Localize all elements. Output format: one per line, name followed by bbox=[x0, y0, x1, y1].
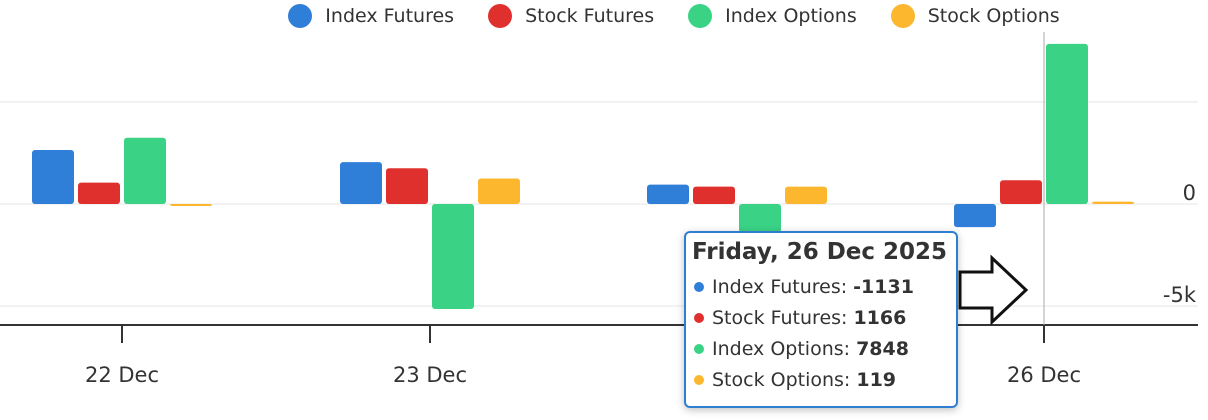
tooltip-value: 1166 bbox=[853, 306, 907, 329]
bar-index-futures[interactable] bbox=[340, 162, 382, 204]
legend-label: Stock Options bbox=[927, 5, 1060, 27]
legend-label: Index Futures bbox=[325, 5, 455, 27]
y-axis-ticks: 0 -5k bbox=[1163, 181, 1197, 307]
bar-index-futures[interactable] bbox=[647, 184, 689, 204]
chart-tooltip: Friday, 26 Dec 2025 Index Futures: -1131… bbox=[684, 231, 958, 408]
legend-dot bbox=[688, 4, 713, 28]
bar-stock-options[interactable] bbox=[478, 178, 520, 205]
bar-stock-futures[interactable] bbox=[386, 168, 428, 204]
x-tick-label: 22 Dec bbox=[85, 363, 159, 387]
legend-dot bbox=[488, 4, 513, 28]
legend-item-stock-options[interactable]: Stock Options bbox=[890, 4, 1060, 28]
y-tick-label: -5k bbox=[1163, 283, 1197, 307]
tooltip-value: 119 bbox=[856, 368, 897, 391]
tooltip-row: Index Futures: -1131 bbox=[692, 271, 956, 302]
tooltip-value: -1131 bbox=[853, 275, 914, 298]
series-dot bbox=[694, 374, 704, 385]
legend-dot bbox=[890, 4, 915, 28]
arrow-pointer-icon bbox=[958, 254, 1029, 326]
legend-label: Index Options bbox=[725, 5, 857, 27]
legend-item-index-futures[interactable]: Index Futures bbox=[288, 4, 454, 28]
bars bbox=[32, 43, 1134, 310]
tooltip-title: Friday, 26 Dec 2025 bbox=[692, 239, 948, 265]
tooltip-label: Stock Futures: bbox=[712, 306, 848, 329]
x-tick-label: 26 Dec bbox=[1007, 363, 1081, 387]
bar-index-options[interactable] bbox=[739, 204, 781, 233]
bar-stock-options[interactable] bbox=[1092, 201, 1134, 204]
x-tick-label: 23 Dec bbox=[393, 363, 467, 387]
series-dot bbox=[694, 281, 704, 292]
bar-stock-options[interactable] bbox=[170, 204, 212, 206]
chart-legend: Index Futures Stock Futures Index Option… bbox=[0, 4, 1208, 28]
bar-index-options[interactable] bbox=[124, 137, 166, 204]
series-dot bbox=[694, 312, 704, 323]
series-dot bbox=[694, 343, 704, 354]
bar-index-futures[interactable] bbox=[32, 149, 74, 204]
tooltip-value: 7848 bbox=[856, 337, 909, 360]
legend-item-stock-futures[interactable]: Stock Futures bbox=[488, 4, 654, 28]
tooltip-label: Stock Options: bbox=[712, 368, 851, 391]
bar-stock-options[interactable] bbox=[785, 186, 827, 204]
tooltip-row: Index Options: 7848 bbox=[692, 333, 956, 364]
bar-index-options[interactable] bbox=[432, 204, 474, 310]
y-tick-label: 0 bbox=[1183, 181, 1196, 205]
bar-index-futures[interactable] bbox=[954, 204, 996, 228]
tooltip-row: Stock Options: 119 bbox=[692, 364, 956, 395]
tooltip-label: Index Options: bbox=[712, 337, 851, 360]
legend-label: Stock Futures bbox=[525, 5, 655, 27]
tooltip-row: Stock Futures: 1166 bbox=[692, 302, 956, 333]
tooltip-label: Index Futures: bbox=[712, 275, 848, 298]
bar-stock-futures[interactable] bbox=[1000, 180, 1042, 204]
legend-item-index-options[interactable]: Index Options bbox=[688, 4, 857, 28]
bar-index-options[interactable] bbox=[1046, 43, 1088, 204]
legend-dot bbox=[288, 4, 313, 28]
bar-stock-futures[interactable] bbox=[78, 182, 120, 204]
bar-stock-futures[interactable] bbox=[693, 186, 735, 204]
